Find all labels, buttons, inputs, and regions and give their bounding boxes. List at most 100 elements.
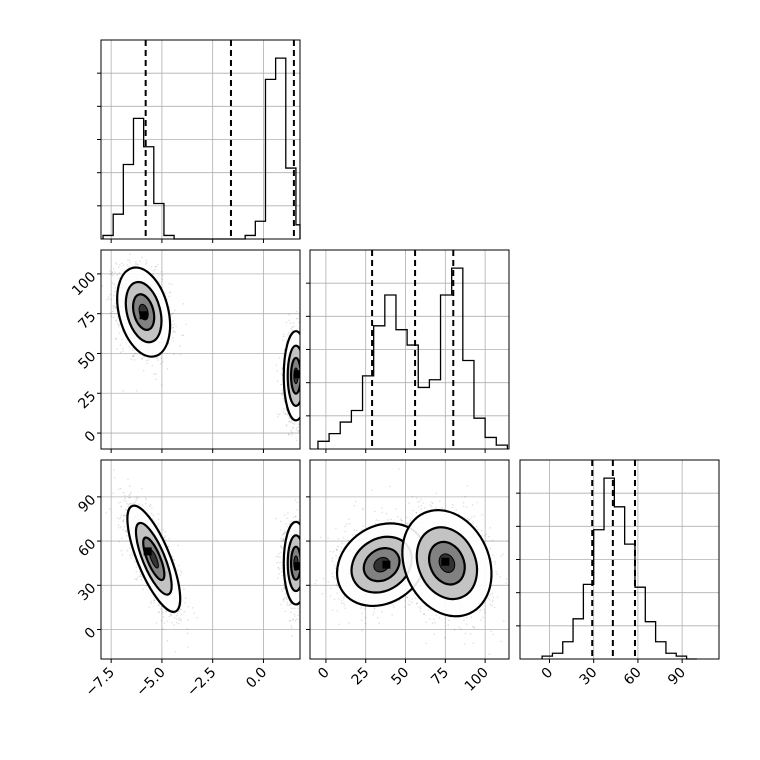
sample-point (168, 537, 171, 540)
sample-point (128, 259, 131, 261)
sample-point (302, 382, 304, 384)
sample-point (307, 368, 309, 370)
sample-point (169, 613, 172, 615)
sample-point (115, 307, 117, 309)
sample-point (300, 401, 302, 403)
sample-point (161, 360, 164, 363)
sample-point (301, 531, 303, 533)
sample-point (303, 379, 305, 381)
sample-point (166, 640, 169, 642)
sample-point (304, 400, 306, 402)
sample-point (126, 550, 129, 552)
sample-point (115, 306, 117, 308)
sample-point (129, 554, 132, 556)
sample-point (302, 357, 304, 359)
sample-point (304, 556, 306, 558)
sample-point (302, 543, 304, 545)
sample-point (127, 478, 129, 481)
sample-point (302, 392, 304, 394)
sample-point (304, 556, 306, 558)
sample-point (301, 380, 303, 382)
sample-point (115, 262, 117, 264)
sample-point (301, 377, 303, 379)
sample-point (153, 373, 155, 375)
sample-point (118, 264, 121, 266)
sample-point (291, 426, 294, 429)
sample-point (141, 575, 143, 578)
sample-point (144, 497, 147, 499)
sample-point (307, 599, 309, 601)
sample-point (305, 566, 307, 568)
sample-point (311, 375, 313, 377)
sample-point (150, 265, 153, 268)
sample-point (303, 352, 305, 354)
sample-point (157, 518, 160, 521)
sample-point (302, 575, 304, 577)
sample-point (296, 508, 299, 511)
sample-point (276, 562, 278, 564)
sample-point (303, 535, 305, 537)
sample-point (281, 389, 284, 391)
sample-point (301, 366, 303, 368)
sample-point (302, 590, 304, 592)
sample-point (288, 522, 291, 525)
sample-point (303, 402, 305, 404)
sample-point (305, 357, 307, 359)
sample-point (109, 312, 112, 315)
sample-point (300, 382, 302, 384)
sample-point (302, 386, 304, 388)
sample-point (303, 583, 305, 585)
sample-point (306, 363, 308, 365)
sample-point (301, 368, 303, 370)
sample-point (306, 581, 308, 583)
sample-point (297, 430, 300, 433)
sample-point (291, 326, 293, 328)
sample-point (292, 618, 295, 620)
sample-point (151, 364, 154, 367)
sample-point (308, 439, 310, 441)
sample-point (301, 341, 303, 343)
sample-point (304, 369, 306, 371)
sample-point (114, 306, 117, 308)
sample-point (286, 517, 288, 520)
histogram-step-0 (102, 57, 301, 240)
sample-point (302, 546, 304, 548)
sample-point (302, 386, 304, 388)
sample-point (111, 274, 114, 277)
sample-point (304, 369, 306, 371)
sample-point (302, 578, 304, 580)
sample-point (125, 530, 128, 533)
sample-point (172, 340, 175, 342)
sample-point (302, 554, 304, 556)
sample-point (145, 261, 148, 264)
sample-point (301, 563, 303, 565)
sample-point (120, 505, 123, 507)
sample-point (306, 355, 308, 357)
sample-point (116, 322, 119, 325)
sample-point (129, 547, 131, 550)
sample-point (107, 296, 110, 298)
sample-point (303, 385, 305, 387)
sample-point (313, 377, 315, 379)
sample-point (310, 369, 312, 371)
sample-point (118, 277, 120, 279)
sample-point (300, 398, 302, 400)
sample-point (196, 616, 198, 619)
sample-point (300, 337, 302, 339)
sample-point (183, 588, 185, 590)
sample-point (304, 563, 306, 565)
sample-point (130, 557, 133, 559)
sample-point (305, 571, 307, 573)
sample-point (301, 566, 303, 568)
sample-point (311, 395, 313, 397)
sample-point (302, 370, 304, 372)
sample-point (295, 310, 298, 313)
sample-point (122, 518, 125, 521)
sample-point (303, 399, 305, 401)
sample-point (280, 393, 283, 396)
sample-point (146, 362, 149, 365)
sample-point (303, 368, 305, 370)
sample-point (277, 555, 279, 558)
sample-point (303, 362, 305, 364)
sample-point (301, 383, 303, 385)
